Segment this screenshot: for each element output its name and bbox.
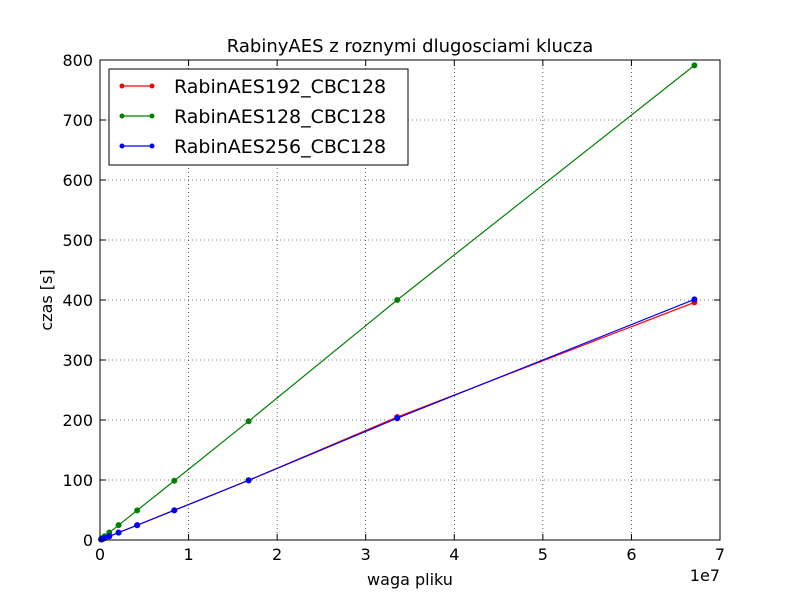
y-tick-label: 200 [62,411,93,430]
x-tick-label: 0 [95,545,105,564]
legend-marker [149,113,155,119]
data-point [394,415,401,422]
y-tick-label: 0 [83,531,93,550]
x-axis-label: waga pliku [367,570,453,589]
y-tick-label: 700 [62,111,93,130]
legend: RabinAES192_CBC128 RabinAES128_CBC128 Rabi… [108,68,409,166]
data-point [394,297,401,303]
legend-label: RabinAES256_CBC128 [174,136,386,158]
y-axis-label: czas [s] [37,269,56,330]
data-point [245,418,252,425]
y-tick-label: 500 [62,231,93,250]
y-tick-label: 100 [62,471,93,490]
legend-marker [119,143,125,149]
data-point [115,522,122,529]
x-tick-label: 4 [449,545,459,564]
y-tick-label: 300 [62,351,93,370]
data-point [171,507,178,514]
x-offset-label: 1e7 [690,566,720,585]
legend-label: RabinAES128_CBC128 [174,106,386,128]
x-tick-label: 7 [715,545,725,564]
y-tick-label: 400 [62,291,93,310]
x-tick-label: 1 [183,545,193,564]
x-tick-label: 2 [272,545,282,564]
data-point [245,477,252,484]
y-tick-label: 600 [62,171,93,190]
legend-marker [119,83,125,89]
legend-box [108,68,409,166]
legend-label: RabinAES192_CBC128 [174,76,386,98]
legend-marker [119,113,125,119]
x-tick-label: 5 [538,545,548,564]
data-point [691,296,698,303]
axis-ticks: 0 1 2 3 4 5 6 7 0 100 200 300 400 500 600 700 800 [62,51,725,564]
x-tick-label: 3 [361,545,371,564]
data-point [106,533,113,540]
legend-marker [149,143,155,149]
data-point [134,507,141,514]
data-point [171,477,178,484]
legend-marker [149,83,155,89]
data-point [691,62,698,69]
data-point [115,529,122,536]
data-point [134,522,141,529]
chart-title: RabinyAES z roznymi dlugosciami klucza [227,36,593,57]
y-tick-label: 800 [62,51,93,70]
x-tick-label: 6 [626,545,636,564]
